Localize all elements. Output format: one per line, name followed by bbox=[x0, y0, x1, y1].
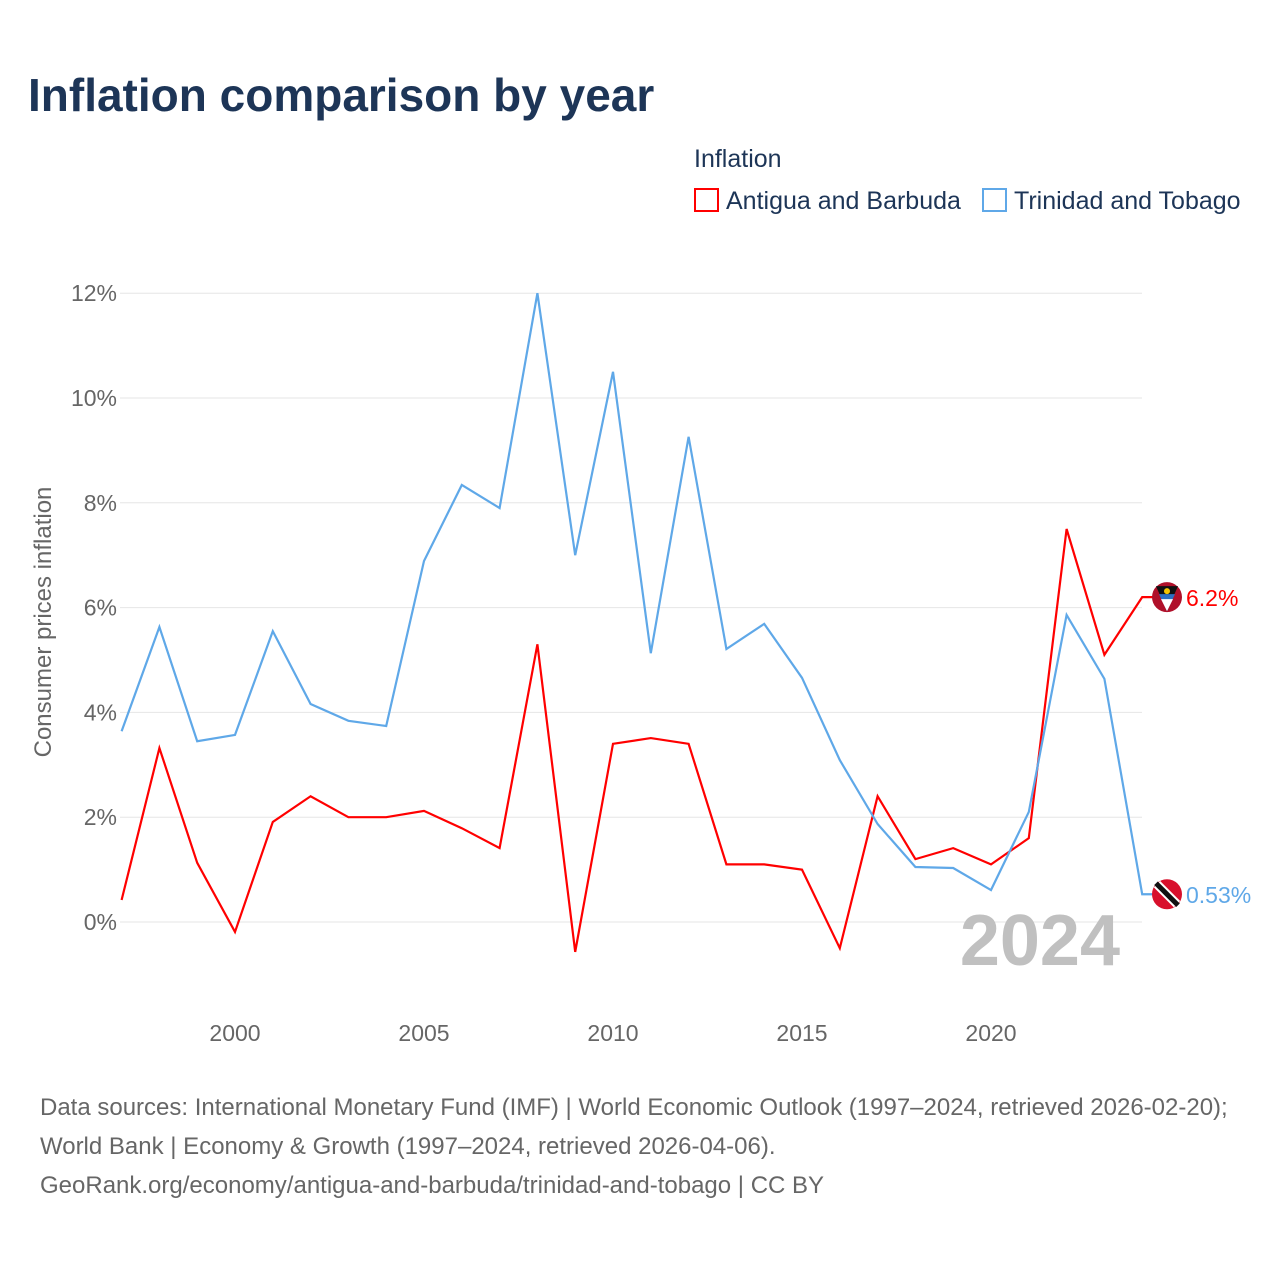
x-tick-label: 2005 bbox=[398, 1020, 449, 1046]
end-value-label: 6.2% bbox=[1186, 585, 1238, 611]
grid bbox=[120, 292, 1142, 923]
end-value-label: 0.53% bbox=[1186, 882, 1251, 908]
flag-icon-1 bbox=[1152, 879, 1182, 910]
x-tick-label: 2000 bbox=[209, 1020, 260, 1046]
year-label: 2024 bbox=[960, 901, 1120, 981]
y-tick-label: 2% bbox=[84, 804, 117, 830]
line-chart: Inflation Antigua and Barbuda Trinidad an… bbox=[30, 145, 1251, 1046]
legend-swatch bbox=[982, 188, 1007, 212]
end-labels: 6.2% 0.53% bbox=[1152, 582, 1251, 910]
y-tick-label: 10% bbox=[71, 385, 117, 411]
x-tick-label: 2020 bbox=[965, 1020, 1016, 1046]
series-lines bbox=[120, 293, 1155, 953]
legend-label: Antigua and Barbuda bbox=[726, 187, 961, 215]
chart-title: Inflation comparison by year bbox=[28, 69, 655, 121]
x-tick-label: 2010 bbox=[587, 1020, 638, 1046]
y-tick-label: 0% bbox=[84, 909, 117, 935]
y-tick-label: 4% bbox=[84, 699, 117, 725]
x-tick-label: 2015 bbox=[776, 1020, 827, 1046]
legend: Antigua and Barbuda Trinidad and Tobago bbox=[694, 187, 1241, 215]
source-link[interactable]: GeoRank.org/economy/antigua-and-barbuda/… bbox=[40, 1172, 825, 1199]
y-tick-label: 8% bbox=[84, 490, 117, 516]
axes: 0% 2% 4% 6% 8% 10% 12% 2000 2005 2010 2015 2020 bbox=[71, 280, 1017, 1046]
legend-swatch bbox=[694, 188, 719, 212]
y-tick-label: 6% bbox=[84, 595, 117, 621]
legend-title: Inflation bbox=[694, 145, 782, 173]
y-axis-label: Consumer prices inflation bbox=[30, 487, 57, 758]
source-note: Data sources: International Monetary Fun… bbox=[40, 1088, 1250, 1205]
source-text: Data sources: International Monetary Fun… bbox=[40, 1094, 1228, 1160]
flag-icon-0 bbox=[1152, 582, 1182, 613]
series-line-0 bbox=[120, 528, 1155, 953]
series-line-1 bbox=[120, 293, 1155, 896]
legend-label: Trinidad and Tobago bbox=[1014, 187, 1241, 215]
y-tick-label: 12% bbox=[71, 280, 117, 306]
